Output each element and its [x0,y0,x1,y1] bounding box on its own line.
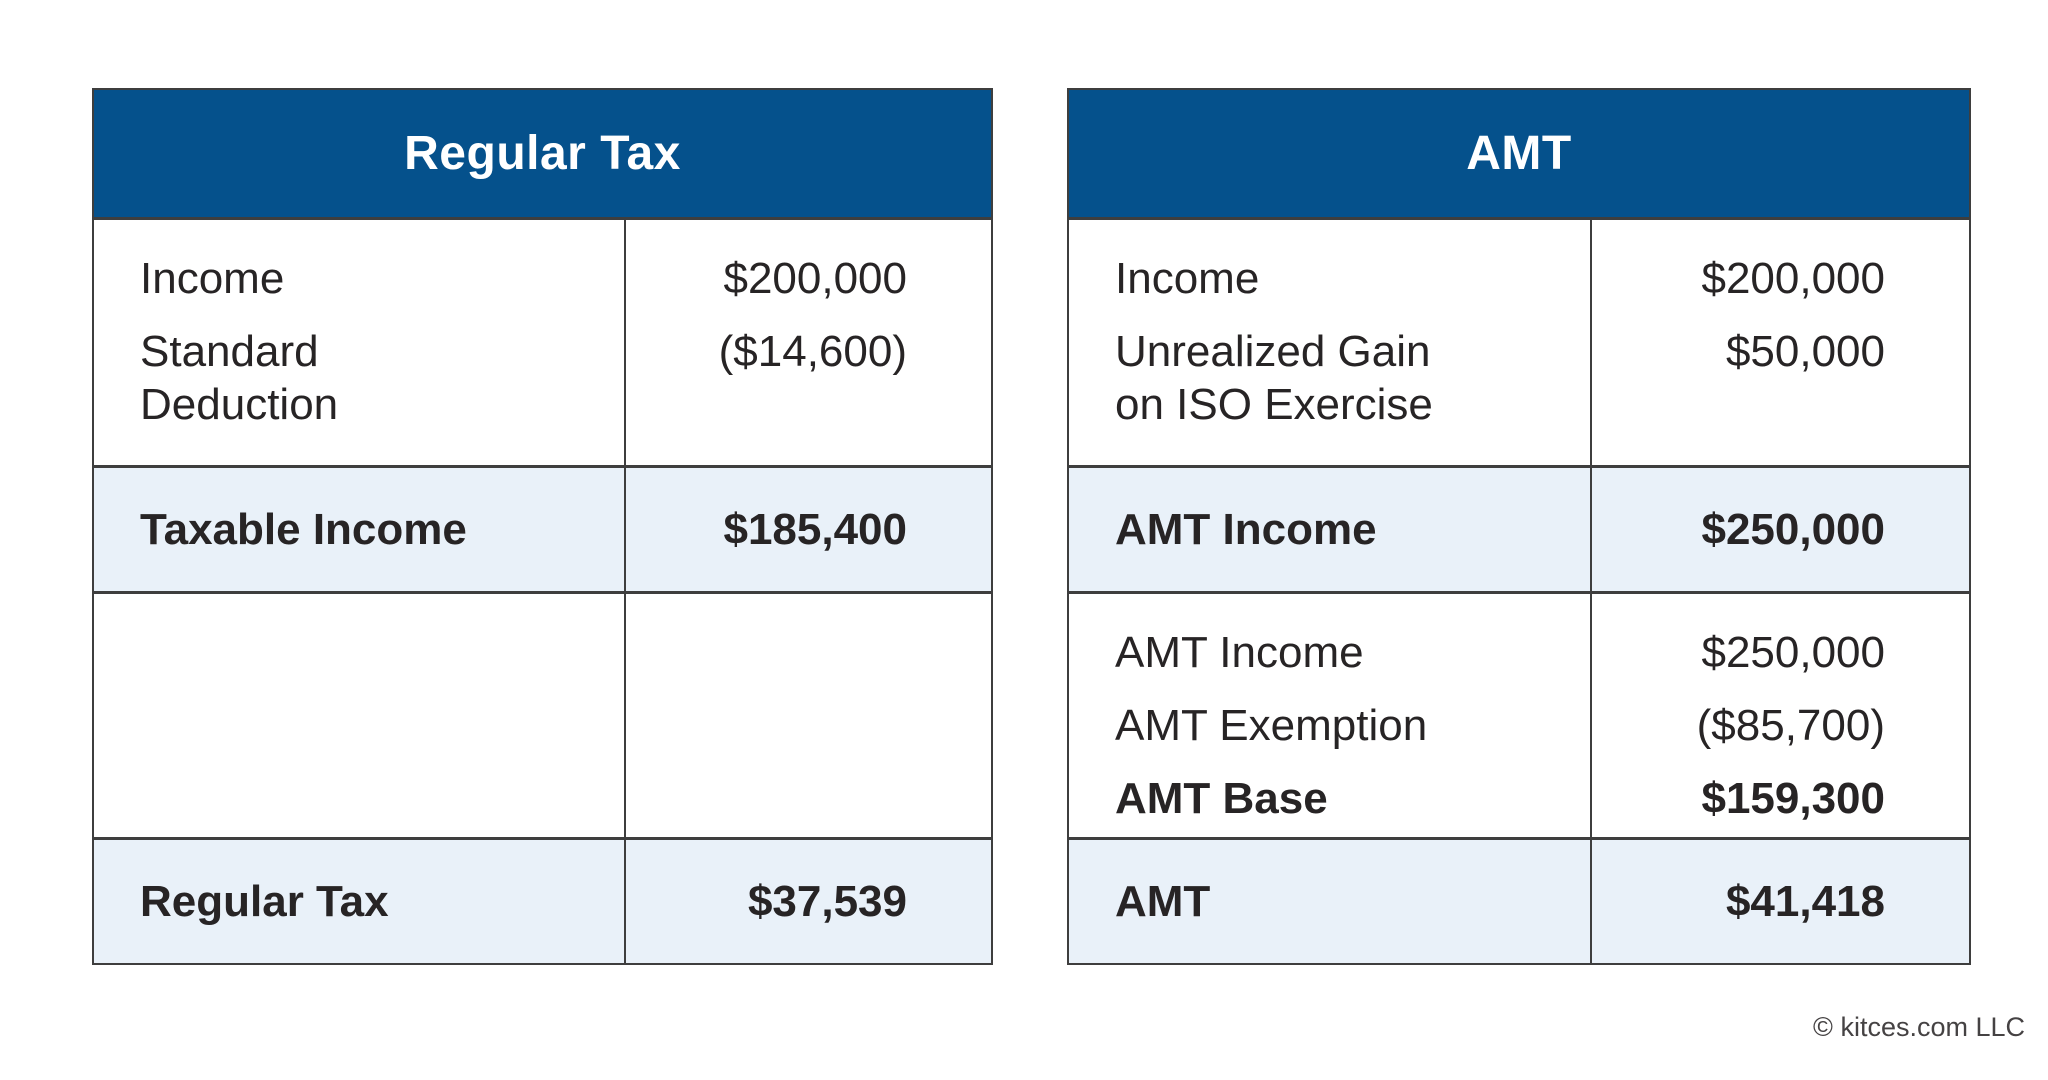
row-income-and-deduction: Income Standard Deduction $200,000 ($14,… [94,220,991,465]
label-cell: AMT [1069,840,1592,963]
row-value: $250,000 [1701,628,1885,677]
row-income-and-iso-gain: Income Unrealized Gain on ISO Exercise $… [1069,220,1969,465]
value-cell: $41,418 [1592,840,1969,963]
value-cell: $200,000 $50,000 [1592,220,1969,465]
regular-tax-table-title: Regular Tax [94,90,991,220]
row-label: Taxable Income [140,505,467,554]
row-amt-base-calculation: AMT Income AMT Exemption AMT Base $250,0… [1069,591,1969,837]
label-cell: Income Standard Deduction [94,220,626,465]
value-cell: $185,400 [626,468,991,591]
value-cell: $200,000 ($14,600) [626,220,991,465]
label-cell: Taxable Income [94,468,626,591]
row-taxable-income-total: Taxable Income $185,400 [94,465,991,591]
label-cell: Income Unrealized Gain on ISO Exercise [1069,220,1592,465]
row-label: Income [1115,254,1260,303]
row-value: $250,000 [1701,505,1885,554]
row-label: AMT Base [1115,774,1328,823]
regular-tax-table: Regular Tax Income Standard Deduction $2… [92,88,993,965]
row-value: $159,300 [1701,774,1885,823]
label-cell: Regular Tax [94,840,626,963]
row-value: ($85,700) [1696,701,1885,750]
row-value: $50,000 [1725,327,1885,376]
value-cell: $250,000 ($85,700) $159,300 [1592,594,1969,837]
row-label: AMT Income [1115,505,1377,554]
row-value: $37,539 [747,877,907,926]
row-value: $200,000 [1701,254,1885,303]
row-label: Unrealized Gain on ISO Exercise [1115,327,1433,429]
row-value: $200,000 [723,254,907,303]
value-cell: $37,539 [626,840,991,963]
row-amt-income-total: AMT Income $250,000 [1069,465,1969,591]
row-label: Standard Deduction [140,327,339,429]
label-cell: AMT Income [1069,468,1592,591]
label-cell [94,594,626,837]
row-label: Income [140,254,285,303]
value-cell [626,594,991,837]
row-value: $185,400 [723,505,907,554]
row-spacer [94,591,991,837]
row-value: ($14,600) [718,327,907,376]
row-regular-tax-total: Regular Tax $37,539 [94,837,991,963]
amt-table: AMT Income Unrealized Gain on ISO Exerci… [1067,88,1971,965]
row-amt-total: AMT $41,418 [1069,837,1969,963]
row-value: $41,418 [1725,877,1885,926]
row-label: AMT [1115,877,1211,926]
row-label: Regular Tax [140,877,389,926]
row-label: AMT Income [1115,628,1364,677]
copyright-note: © kitces.com LLC [1813,1012,2025,1042]
label-cell: AMT Income AMT Exemption AMT Base [1069,594,1592,837]
value-cell: $250,000 [1592,468,1969,591]
amt-table-title: AMT [1069,90,1969,220]
row-label: AMT Exemption [1115,701,1428,750]
